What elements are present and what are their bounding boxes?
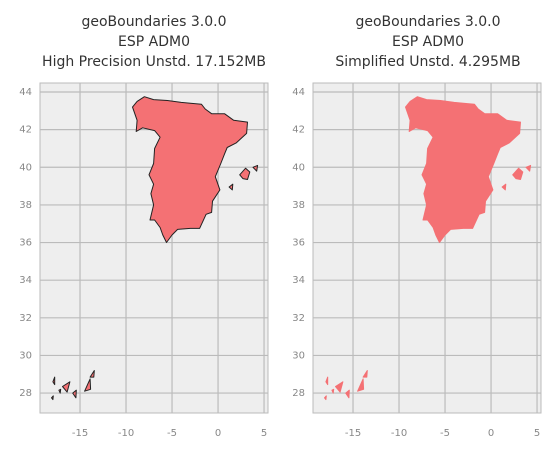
region-shape — [252, 164, 259, 172]
x-tick-label: 0 — [215, 428, 221, 439]
y-tick-label: 32 — [19, 313, 32, 324]
y-tick-label: 34 — [19, 275, 32, 286]
y-tick-label: 32 — [292, 313, 305, 324]
region-shape — [325, 376, 329, 386]
region-shape — [525, 164, 532, 172]
y-tick-label: 28 — [292, 388, 305, 399]
region-shape — [228, 183, 234, 191]
region-shape — [324, 395, 327, 401]
chart-title: Simplified Unstd. 4.295MB — [335, 54, 520, 70]
x-tick-label: 5 — [534, 428, 540, 439]
x-tick-label: -10 — [118, 428, 134, 439]
chart-title: geoBoundaries 3.0.0 — [81, 14, 226, 30]
region-shape — [362, 370, 368, 378]
region-shape — [345, 389, 350, 399]
region-shape — [84, 378, 92, 392]
y-tick-label: 38 — [292, 200, 305, 211]
region-shape — [62, 381, 71, 393]
y-tick-label: 36 — [292, 238, 305, 249]
x-tick-label: -15 — [345, 428, 361, 439]
chart-title: ESP ADM0 — [392, 34, 464, 50]
x-tick-label: -5 — [440, 428, 450, 439]
region-shape — [512, 167, 524, 180]
y-tick-label: 38 — [19, 200, 32, 211]
region-shape — [89, 370, 95, 378]
region-shape — [58, 388, 62, 394]
region-shape — [72, 389, 77, 399]
y-tick-label: 28 — [19, 388, 32, 399]
region-shape — [51, 395, 54, 401]
y-tick-label: 40 — [292, 162, 305, 173]
y-tick-label: 44 — [19, 87, 32, 98]
y-tick-label: 44 — [292, 87, 305, 98]
chart-title: geoBoundaries 3.0.0 — [355, 14, 500, 30]
y-tick-label: 42 — [19, 125, 32, 136]
region-shape — [52, 376, 56, 386]
chart-title: High Precision Unstd. 17.152MB — [42, 54, 266, 70]
y-tick-label: 30 — [292, 350, 305, 361]
map-panel: geoBoundaries 3.0.0 ESP ADM0 Simplified Un… — [292, 14, 542, 439]
map-panel: geoBoundaries 3.0.0 ESP ADM0 High Precisio… — [19, 14, 269, 439]
x-tick-label: -10 — [391, 428, 407, 439]
region-shape — [335, 381, 344, 393]
x-tick-label: -15 — [72, 428, 88, 439]
y-tick-label: 42 — [292, 125, 305, 136]
region-shape — [239, 167, 251, 180]
region-shape — [501, 183, 507, 191]
x-tick-label: -5 — [167, 428, 177, 439]
region-shape — [331, 388, 335, 394]
region-shape — [405, 96, 521, 243]
y-tick-label: 30 — [19, 350, 32, 361]
y-tick-label: 40 — [19, 162, 32, 173]
chart-title: ESP ADM0 — [118, 34, 190, 50]
y-tick-label: 36 — [19, 238, 32, 249]
x-tick-label: 0 — [488, 428, 494, 439]
region-shape — [132, 96, 248, 243]
x-tick-label: 5 — [261, 428, 267, 439]
region-shape — [357, 378, 365, 392]
y-tick-label: 34 — [292, 275, 305, 286]
